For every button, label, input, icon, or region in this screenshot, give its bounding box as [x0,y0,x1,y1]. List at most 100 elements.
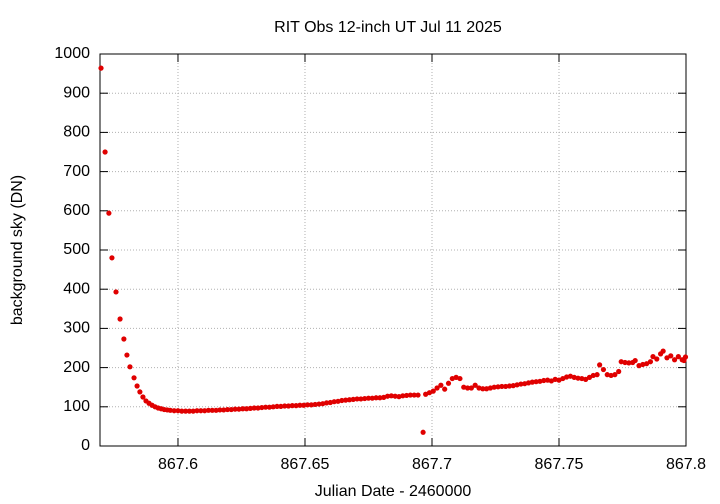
data-point [266,404,273,410]
data-point [240,406,246,412]
data-point [626,360,632,366]
data-point [442,386,448,392]
x-tick-label: 867.75 [535,456,584,473]
data-point [468,385,474,391]
data-point [190,408,196,414]
data-point [109,255,115,261]
data-point [612,372,618,378]
x-tick-label: 867.7 [412,456,452,473]
data-point [377,395,383,401]
data-point [400,393,406,399]
data-point [113,289,119,295]
data-point [232,406,238,412]
data-point [654,356,660,362]
data-point [506,383,513,389]
data-point [541,377,547,384]
data-point [301,402,307,408]
y-tick-label: 800 [63,124,90,141]
y-axis-label: background sky (DN) [9,175,26,325]
data-point [167,407,173,413]
data-point [362,395,368,402]
data-point [343,397,349,403]
x-tick-label: 867.65 [281,456,330,473]
data-point [491,384,497,390]
data-point [106,210,112,216]
data-point [365,395,372,401]
data-point [247,405,253,411]
x-tick-label: 867.8 [666,456,706,473]
data-point [647,359,654,365]
data-point [622,359,628,366]
data-point [594,372,600,378]
data-point [98,65,104,71]
data-point [285,403,292,409]
data-point [331,399,337,405]
data-point [278,403,284,410]
data-point [263,404,269,410]
data-point [202,408,208,414]
data-point [392,393,398,399]
data-point [171,408,177,414]
x-tick-label: 867.6 [158,456,198,473]
data-point [175,408,181,414]
data-point [384,393,391,399]
data-point [671,357,678,363]
y-tick-label: 700 [63,163,90,180]
data-point [183,408,189,414]
data-point [407,392,413,398]
data-point [403,392,410,399]
data-point [373,395,379,401]
data-point [316,401,322,407]
data-point [236,406,242,412]
data-point [308,402,314,408]
data-point [575,375,581,381]
data-point [682,354,689,360]
data-point [499,383,505,390]
data-point [134,383,140,389]
data-point [675,354,681,360]
data-point [209,407,215,413]
data-point [434,385,440,391]
data-point [213,407,219,413]
data-point [312,401,318,408]
data-point [529,379,535,385]
data-point [179,408,185,414]
data-point [228,406,234,413]
y-tick-label: 0 [81,437,90,454]
data-point [616,368,622,375]
data-point [358,396,364,402]
data-point [495,384,501,390]
data-point [668,353,674,359]
data-point [457,375,463,382]
data-point [346,397,353,403]
data-point [518,381,524,387]
data-point [660,348,666,354]
data-point [259,404,265,411]
data-point [411,392,417,398]
data-point [121,336,127,342]
data-point [205,407,212,413]
data-point [198,408,204,414]
data-point [274,403,280,410]
data-point [369,395,375,401]
data-point [293,403,299,409]
y-tick-label: 400 [63,280,90,297]
data-point [243,406,250,412]
y-tick-label: 900 [63,84,90,101]
data-point [255,405,261,411]
data-point [186,408,193,414]
data-point [323,400,330,406]
data-point [533,379,539,385]
data-point [350,396,356,402]
y-tick-label: 600 [63,202,90,219]
data-point [354,396,360,402]
data-point [224,406,231,413]
data-point [282,403,288,409]
data-point [289,403,295,409]
data-point [472,382,478,388]
chart-title: RIT Obs 12-inch UT Jul 11 2025 [274,19,502,36]
x-axis-label: Julian Date - 2460000 [315,483,472,500]
y-tick-label: 1000 [54,45,90,62]
data-point [297,402,303,408]
